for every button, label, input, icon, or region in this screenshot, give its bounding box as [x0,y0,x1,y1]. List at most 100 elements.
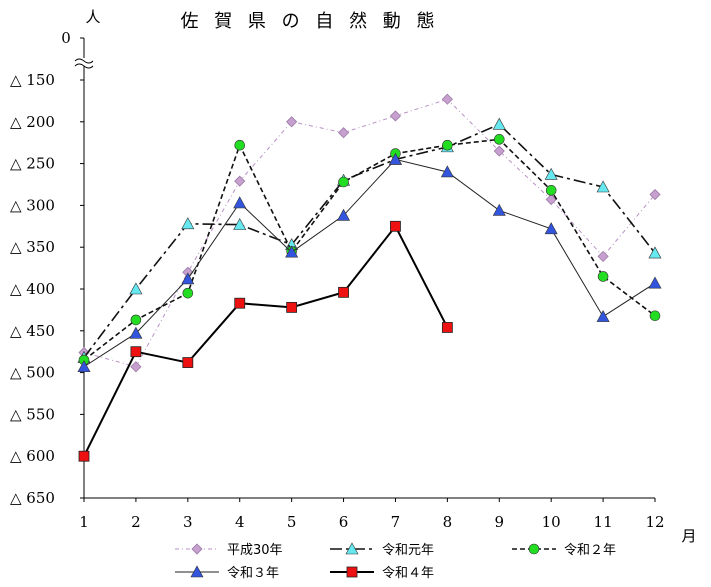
x-tick-label: 10 [542,513,561,531]
data-point [286,116,298,128]
y-tick-label: △ 600 [10,447,55,465]
data-point [285,245,299,258]
series-2 [77,117,662,363]
y-tick-label: △ 300 [10,196,55,214]
data-point [596,309,610,322]
y-tick-label: △ 500 [10,364,55,382]
axes [74,38,655,499]
series-line [83,158,656,368]
y-tick-label: 0 [61,29,71,47]
data-point [388,152,402,165]
data-point [648,276,662,289]
data-point [493,134,505,145]
y-tick-label: △ 250 [10,155,55,173]
x-tick-label: 12 [645,513,664,531]
data-point [441,322,453,333]
x-tick-label: 3 [183,513,193,531]
data-point [338,176,349,188]
series-5 [78,220,453,462]
data-point [441,93,453,105]
x-tick-label: 4 [235,513,245,531]
data-point [337,208,351,221]
data-point [648,246,662,259]
data-point [234,139,246,151]
x-tick-label: 6 [339,513,349,531]
y-axis-unit: 人 [85,8,100,26]
y-tick-label: △ 450 [10,322,55,340]
data-point [440,165,454,178]
x-tick-label: 11 [594,513,613,531]
data-point [130,314,142,326]
data-point [492,203,506,216]
data-point [233,196,247,209]
data-point [182,287,194,299]
data-point [544,222,558,235]
data-point [389,110,402,122]
legend-label: 令和２年 [564,543,616,558]
x-axis-unit: 月 [681,527,696,545]
data-point [130,361,142,373]
legend-item: 令和元年 [330,542,434,558]
data-point [442,139,453,151]
data-point [338,286,349,298]
chart-title: 佐 賀 県 の 自 然 動 態 [180,11,439,32]
x-tick-label: 7 [391,513,401,531]
data-point [190,565,204,578]
axis-break-gap [76,58,92,66]
legend-item: 令和４年 [330,566,434,581]
data-point [493,145,505,157]
series-line [83,123,656,359]
data-point [286,301,298,313]
ticks: 0 △ 150 △ 200 △ 250 △ 300 △ 350 △ 400 △ 450 △ 50… [10,29,665,531]
x-tick-label: 2 [131,513,141,531]
legend-label: 令和４年 [382,566,434,581]
legend-item: 令和３年 [175,565,279,581]
y-tick-label: △ 150 [10,71,55,89]
data-point [181,217,195,230]
data-point [234,175,246,187]
x-tick-label: 8 [443,513,453,531]
x-tick-label: 5 [287,513,297,531]
legend-label: 令和３年 [227,566,279,581]
data-point [129,282,143,295]
data-point [492,117,506,130]
y-tick-label: △ 400 [10,280,55,298]
legend-label: 令和元年 [382,543,434,558]
series-layer [77,93,662,462]
data-point [337,127,350,139]
legend-item: 平成30年 [175,543,283,558]
data-point [77,360,91,373]
series-3 [78,134,661,366]
y-tick-label: △ 650 [10,489,55,507]
legend-item: 令和２年 [512,543,616,558]
x-tick-label: 9 [494,513,504,531]
data-point [346,566,358,578]
y-tick-label: △ 200 [10,113,55,131]
legend-label: 平成30年 [227,543,283,558]
x-tick-label: 1 [79,513,89,531]
data-point [545,193,557,206]
y-tick-label: △ 350 [10,238,55,256]
data-point [597,250,609,262]
data-point [182,357,194,368]
data-point [649,310,661,322]
data-point [78,450,90,462]
axis-break-mark [74,58,94,64]
data-point [545,185,557,196]
data-point [233,218,247,230]
data-point [191,543,203,555]
series-line [83,138,656,361]
y-tick-label: △ 550 [10,405,55,423]
data-point [129,326,143,339]
data-point [649,188,661,201]
data-point [596,180,610,193]
series-1 [78,93,661,373]
axis-break-mark [74,63,94,69]
data-point [234,297,246,309]
data-point [345,542,359,555]
series-line [83,98,656,368]
series-line [83,224,449,457]
series-4 [77,152,662,373]
